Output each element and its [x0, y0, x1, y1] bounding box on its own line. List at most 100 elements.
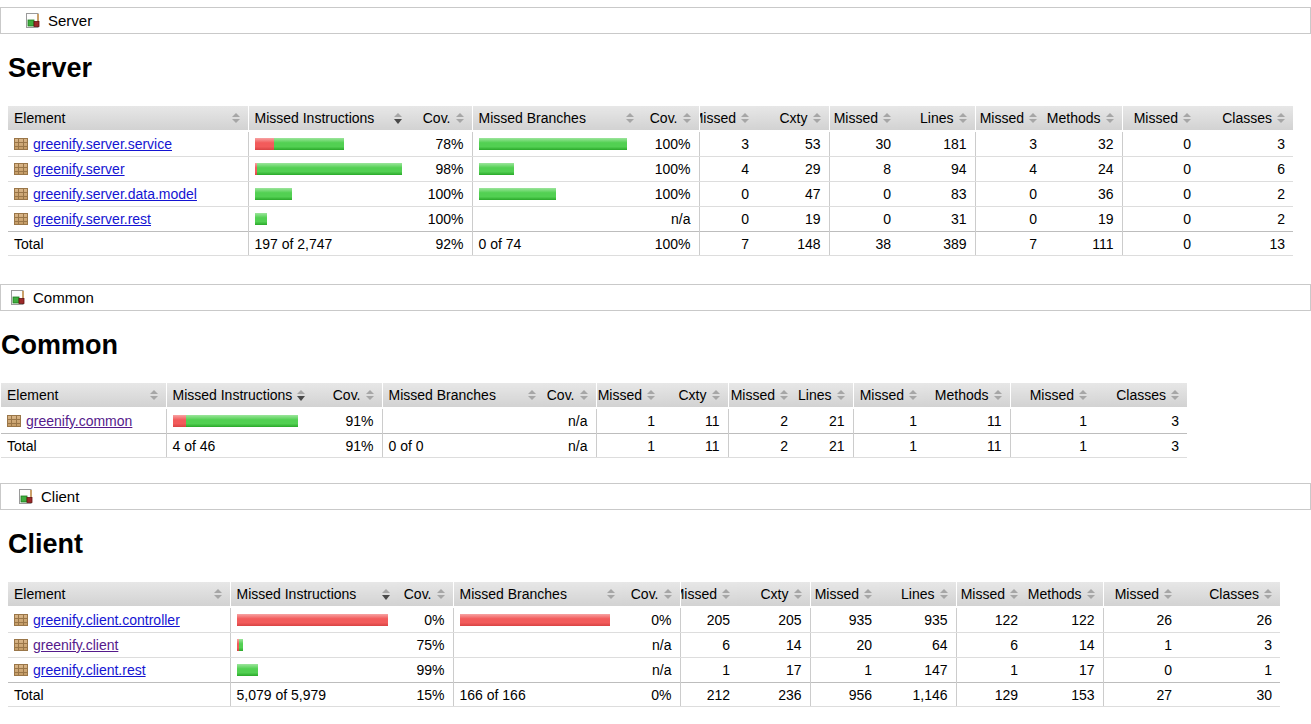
column-header-instructions-cov[interactable]: Cov.: [410, 106, 472, 131]
missed-lines-cell: 1: [810, 658, 880, 683]
package-link[interactable]: greenify.common: [26, 413, 132, 429]
column-header-branches-cov[interactable]: Cov.: [544, 383, 596, 408]
column-header-instructions-cov[interactable]: Cov.: [398, 582, 453, 607]
missed-methods-cell: 1: [956, 658, 1026, 683]
column-label: Cov.: [650, 110, 678, 126]
column-header-branches-cov[interactable]: Cov.: [642, 106, 699, 131]
column-header-missed-classes[interactable]: Missed: [1010, 383, 1095, 408]
package-icon: [14, 639, 28, 651]
sort-icon: [994, 390, 1002, 400]
missed-branches-bar-cell: [382, 408, 544, 434]
breadcrumb-label: Client: [41, 488, 79, 505]
total-methods-cell: 153: [1026, 683, 1103, 707]
sort-icon: [580, 390, 588, 400]
column-label: Cov.: [333, 387, 361, 403]
column-header-lines[interactable]: Lines: [796, 383, 853, 408]
branches-coverage-cell: 100%: [642, 131, 699, 157]
column-header-missed-branches[interactable]: Missed Branches: [453, 582, 623, 607]
missed-classes-cell: 0: [1122, 131, 1199, 157]
total-methods-cell: 111: [1045, 232, 1122, 256]
column-header-classes[interactable]: Classes: [1199, 106, 1293, 131]
total-missed-instructions-cell: 4 of 46: [166, 434, 306, 458]
sort-icon: [959, 113, 967, 123]
column-header-cxty[interactable]: Cxty: [738, 582, 810, 607]
element-cell: greenify.server.data.model: [8, 182, 248, 207]
column-header-classes[interactable]: Classes: [1180, 582, 1280, 607]
lines-cell: 181: [899, 131, 975, 157]
column-header-cxty[interactable]: Cxty: [757, 106, 829, 131]
sort-icon: [664, 589, 672, 599]
column-header-missed-instructions[interactable]: Missed Instructions: [230, 582, 398, 607]
classes-cell: 1: [1180, 658, 1280, 683]
column-header-cxty[interactable]: Cxty: [663, 383, 728, 408]
missed-lines-cell: 0: [829, 182, 899, 207]
section-common: Common Common ElementMissed Instructions…: [0, 284, 1311, 458]
column-header-branches-cov[interactable]: Cov.: [623, 582, 680, 607]
lines-cell: 94: [899, 157, 975, 182]
total-missed-methods-cell: 1: [853, 434, 925, 458]
column-header-missed-methods[interactable]: Missed: [956, 582, 1026, 607]
methods-cell: 24: [1045, 157, 1122, 182]
missed-branches-bar-cell: [472, 207, 642, 232]
column-header-methods[interactable]: Methods: [1045, 106, 1122, 131]
missed-instructions-bar-cell: [230, 607, 398, 633]
column-header-missed-lines[interactable]: Missed: [728, 383, 796, 408]
column-header-element[interactable]: Element: [8, 582, 230, 607]
column-header-methods[interactable]: Methods: [1026, 582, 1103, 607]
branches-coverage-cell: n/a: [544, 408, 596, 434]
column-header-missed-instructions[interactable]: Missed Instructions: [166, 383, 306, 408]
column-header-missed-methods[interactable]: Missed: [853, 383, 925, 408]
package-link[interactable]: greenify.server.rest: [33, 211, 151, 227]
package-link[interactable]: greenify.server: [33, 161, 125, 177]
package-link[interactable]: greenify.server.service: [33, 136, 172, 152]
column-header-missed-branches[interactable]: Missed Branches: [472, 106, 642, 131]
missed-instructions-bar-cell: [248, 131, 410, 157]
element-cell: greenify.server.service: [8, 131, 248, 157]
report-icon: [10, 290, 26, 306]
column-header-element[interactable]: Element: [8, 106, 248, 131]
total-branches-coverage-cell: 100%: [642, 232, 699, 256]
element-cell: greenify.client.rest: [8, 658, 230, 683]
missed-classes-cell: 0: [1122, 207, 1199, 232]
sort-icon: [232, 113, 240, 123]
column-label: Missed: [731, 387, 775, 403]
column-header-missed-classes[interactable]: Missed: [1103, 582, 1180, 607]
total-label-cell: Total: [1, 434, 166, 458]
column-header-missed-cxty[interactable]: Missed: [680, 582, 738, 607]
total-missed-lines-cell: 956: [810, 683, 880, 707]
sort-icon: [683, 113, 691, 123]
missed-classes-cell: 0: [1103, 658, 1180, 683]
column-header-missed-branches[interactable]: Missed Branches: [382, 383, 544, 408]
column-header-classes[interactable]: Classes: [1095, 383, 1187, 408]
column-header-lines[interactable]: Lines: [899, 106, 975, 131]
column-header-missed-cxty[interactable]: Missed: [699, 106, 757, 131]
sort-icon: [150, 390, 158, 400]
column-header-element[interactable]: Element: [1, 383, 166, 408]
coverage-bar: [479, 138, 635, 150]
column-header-missed-lines[interactable]: Missed: [829, 106, 899, 131]
sort-icon: [1029, 113, 1037, 123]
missed-methods-cell: 4: [975, 157, 1045, 182]
bar-green-segment: [257, 163, 402, 175]
package-link[interactable]: greenify.client.controller: [33, 612, 180, 628]
package-link[interactable]: greenify.client.rest: [33, 662, 146, 678]
column-header-methods[interactable]: Methods: [925, 383, 1010, 408]
column-label: Missed Instructions: [255, 110, 375, 126]
column-header-missed-instructions[interactable]: Missed Instructions: [248, 106, 410, 131]
column-label: Cxty: [679, 387, 707, 403]
sort-icon: [1264, 589, 1272, 599]
classes-cell: 2: [1199, 182, 1293, 207]
column-header-missed-lines[interactable]: Missed: [810, 582, 880, 607]
package-link[interactable]: greenify.server.data.model: [33, 186, 197, 202]
missed-instructions-bar-cell: [166, 408, 306, 434]
instructions-coverage-cell: 98%: [410, 157, 472, 182]
coverage-bar: [255, 138, 403, 150]
column-header-instructions-cov[interactable]: Cov.: [306, 383, 382, 408]
column-header-missed-cxty[interactable]: Missed: [596, 383, 663, 408]
column-header-missed-classes[interactable]: Missed: [1122, 106, 1199, 131]
column-header-lines[interactable]: Lines: [880, 582, 956, 607]
column-header-missed-methods[interactable]: Missed: [975, 106, 1045, 131]
package-link[interactable]: greenify.client: [33, 637, 118, 653]
column-label: Missed Branches: [389, 387, 496, 403]
sort-icon: [780, 390, 788, 400]
